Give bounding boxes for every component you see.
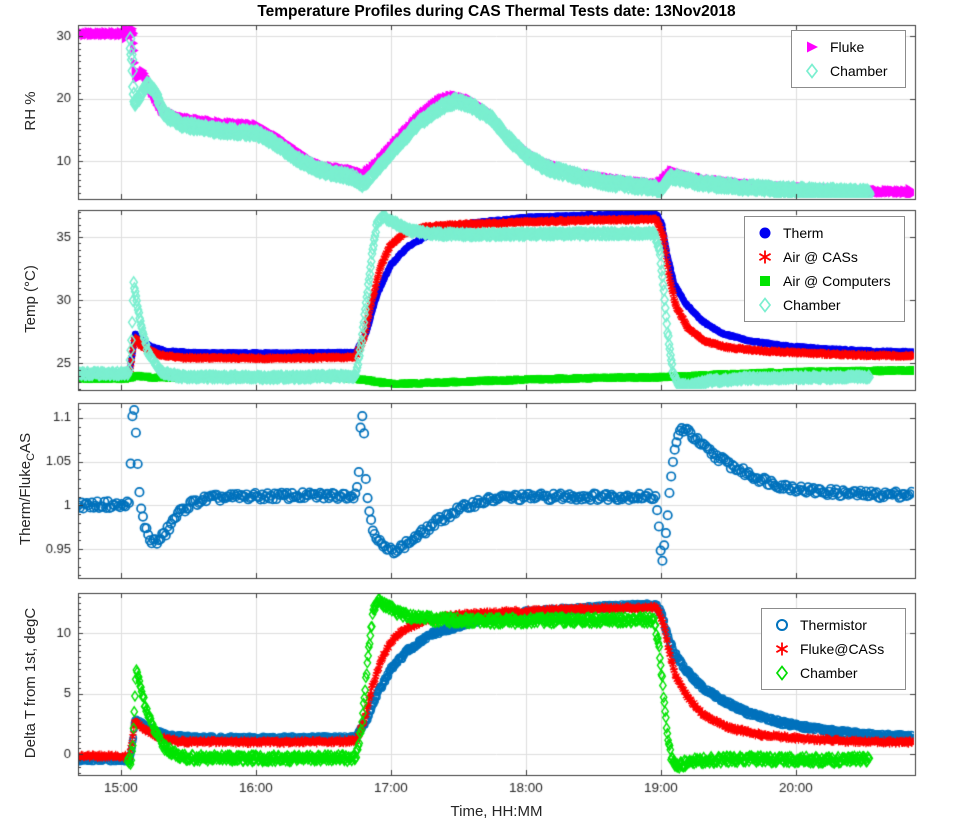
fluke-triangle-icon [794, 39, 830, 55]
thermistor-circle-icon [764, 617, 800, 633]
legend-item-fluke: Fluke [794, 35, 903, 59]
legend-delta-t: Thermistor Fluke@CASs Chamber [761, 608, 906, 690]
square-icon [747, 273, 783, 289]
chamber-diamond-icon [794, 63, 830, 79]
legend-temp: Therm Air @ CASs Air @ Computers Chamber [744, 216, 905, 322]
asterisk-icon [747, 249, 783, 265]
legend-item-air-cass: Air @ CASs [747, 245, 902, 269]
legend-item-fluke-cass: Fluke@CASs [764, 637, 903, 661]
legend-item-air-computers: Air @ Computers [747, 269, 902, 293]
ylabel-delta-t: Delta T from 1st, degC [22, 607, 39, 759]
legend-item-chamber-delta: Chamber [764, 661, 903, 685]
figure-title: Temperature Profiles during CAS Thermal … [257, 3, 736, 20]
legend-item-thermistor: Thermistor [764, 613, 903, 637]
chamber-diamond-icon [764, 665, 800, 681]
legend-item-chamber-temp: Chamber [747, 293, 902, 317]
asterisk-icon [764, 641, 800, 657]
legend-rh: Fluke Chamber [791, 30, 906, 88]
legend-item-chamber-rh: Chamber [794, 59, 903, 83]
legend-item-therm: Therm [747, 221, 902, 245]
therm-circle-icon [747, 225, 783, 241]
xlabel: Time, HH:MM [450, 803, 543, 820]
chamber-diamond-icon [747, 297, 783, 313]
